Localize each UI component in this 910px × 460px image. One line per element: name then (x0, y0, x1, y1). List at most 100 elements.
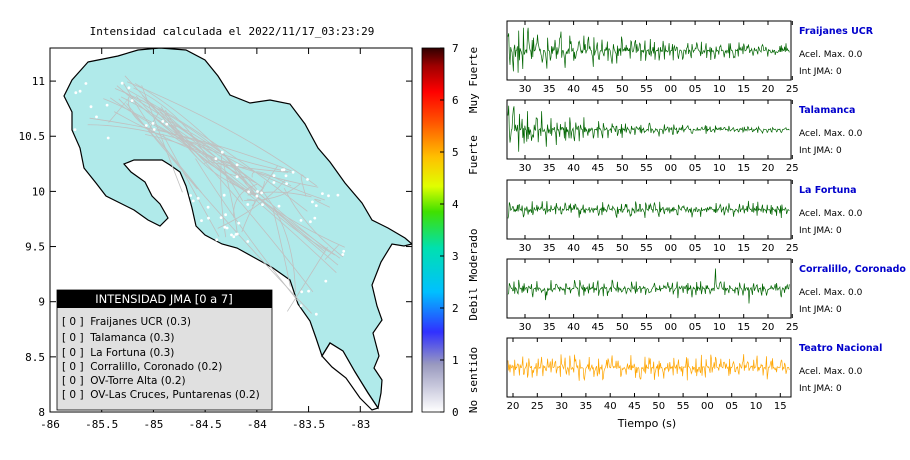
city-dot (311, 200, 314, 204)
colorbar-label-muy-fuerte: Muy Fuerte (467, 47, 480, 113)
road (162, 133, 220, 237)
city-dot (235, 175, 239, 179)
osa-peninsula (321, 342, 379, 411)
panel-x-tick-label: 35 (543, 84, 556, 95)
map-y-tick-label: 9 (38, 296, 45, 309)
city-dot (95, 115, 98, 119)
map-x-tick-label: -84.5 (189, 418, 222, 431)
panel-x-tick-label: 50 (616, 163, 629, 174)
panel-x-tick-label: 55 (677, 401, 690, 412)
station-name: Teatro Nacional (799, 343, 882, 354)
panel-x-tick-label: 30 (519, 322, 532, 333)
city-dot (189, 194, 193, 197)
waveform (507, 268, 790, 304)
panel-x-tick-label: 25 (786, 84, 799, 95)
city-dot (106, 136, 110, 140)
road (244, 183, 301, 201)
city-dot (74, 91, 78, 95)
city-dot (84, 82, 88, 85)
seismogram-panel: 20 25 30 35 40 45 50 55 00 05 10 15 Teatro Nacional A… (506, 337, 882, 412)
city-dot (200, 219, 203, 223)
city-dot (230, 233, 233, 237)
city-dot (324, 279, 328, 283)
panel-x-tick-label: 50 (616, 243, 629, 254)
road (260, 189, 296, 292)
city-dot (285, 182, 288, 186)
city-dot (215, 238, 219, 242)
city-dot (196, 196, 200, 200)
panel-x-tick-label: 10 (750, 401, 763, 412)
map-legend: INTENSIDAD JMA [0 a 7] [ 0 ] Fraijanes U… (56, 289, 273, 411)
road (314, 198, 330, 208)
city-dot (280, 168, 284, 172)
colorbar-label-fuerte: Fuerte (467, 135, 480, 175)
panel-x-tick-label: 10 (713, 84, 726, 95)
panel-x-tick-label: 20 (507, 401, 520, 412)
colorbar-tick-label: 1 (452, 354, 459, 367)
seismogram-panel: 30 35 40 45 50 55 00 05 10 15 20 25 Corralillo, Coro… (506, 258, 906, 333)
city-dot (220, 150, 224, 154)
map-x-tick-label: -83.5 (292, 418, 325, 431)
panel-x-tick-label: 15 (737, 322, 750, 333)
colorbar-label-no-sentido: No sentido (467, 347, 480, 413)
panel-x-tick-label: 00 (664, 84, 677, 95)
road (283, 188, 344, 258)
city-dot (309, 220, 312, 224)
panel-x-tick-label: 25 (786, 322, 799, 333)
city-dot (152, 128, 156, 131)
road (156, 128, 222, 148)
map-y-tick-label: 8 (38, 406, 45, 419)
panel-x-tick-label: 10 (713, 163, 726, 174)
acel-max: Acel. Max. 0.0 (799, 288, 863, 298)
legend-item: [ 0 ] Corralillo, Coronado (0.2) (62, 361, 222, 373)
panel-x-tick-label: 40 (567, 243, 580, 254)
city-dot (165, 122, 169, 126)
panel-frame (506, 99, 792, 160)
city-dot (284, 174, 288, 178)
map-y-tick-label: 8.5 (25, 351, 45, 364)
panel-x-tick-label: 05 (689, 243, 702, 254)
city-dot (342, 249, 346, 253)
colorbar-tick-label: 0 (452, 406, 459, 419)
colorbar-label-debil: Debil (467, 287, 480, 320)
seismogram-panels: 30 35 40 45 50 55 00 05 10 15 20 25 Fraijanes UCR Ace… (506, 20, 906, 412)
colorbar-ticks: 7 6 5 4 3 2 1 0 (440, 42, 459, 419)
station-name: La Fortuna (799, 185, 857, 196)
panel-x-tick-label: 40 (604, 401, 617, 412)
map-x-tick-label: -83 (350, 418, 370, 431)
waveform (507, 354, 790, 382)
panel-x-tick-label: 00 (701, 401, 714, 412)
city-dot (171, 177, 175, 181)
city-dot (161, 120, 165, 123)
legend-title: INTENSIDAD JMA [0 a 7] (95, 292, 232, 306)
road (222, 160, 238, 235)
panel-x-tick-label: 15 (774, 401, 787, 412)
road (195, 158, 299, 302)
panel-x-tick-label: 00 (664, 322, 677, 333)
legend-item: [ 0 ] OV-Las Cruces, Puntarenas (0.2) (62, 389, 260, 401)
panel-x-tick-label: 35 (543, 163, 556, 174)
city-dot (246, 240, 250, 243)
panel-x-tick-label: 00 (664, 243, 677, 254)
road (233, 183, 258, 218)
panel-x-tick-label: 50 (616, 322, 629, 333)
panel-x-tick-label: 30 (519, 84, 532, 95)
city-dot (314, 312, 318, 316)
city-dot (307, 289, 310, 293)
map-y-tick-label: 10 (32, 185, 45, 198)
city-dot (78, 89, 82, 93)
map-y-tick-label: 11 (32, 75, 45, 88)
road (273, 206, 339, 266)
panel-x-tick-label: 25 (786, 243, 799, 254)
road (108, 95, 131, 123)
city-dot (219, 216, 223, 220)
panel-x-tick-label: 45 (628, 401, 641, 412)
panel-x-tick-label: 05 (689, 163, 702, 174)
road (134, 83, 258, 198)
panel-x-tick-label: 50 (616, 84, 629, 95)
city-dot (327, 194, 330, 198)
panel-x-tick-label: 45 (592, 163, 605, 174)
road (246, 198, 256, 207)
panel-x-tick-label: 45 (592, 84, 605, 95)
